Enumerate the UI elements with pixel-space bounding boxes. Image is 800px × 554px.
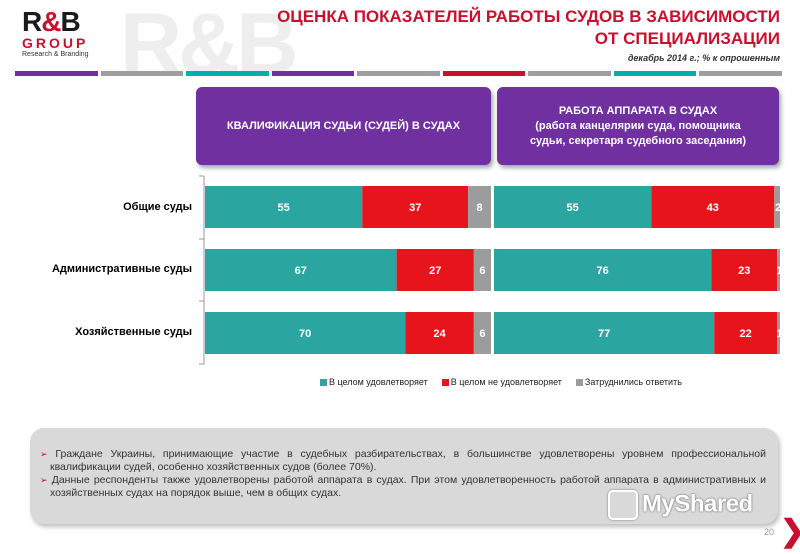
bar-segment <box>473 312 491 354</box>
bullet-arrow-icon: ➢ <box>40 449 48 459</box>
stripe-segment <box>357 71 440 76</box>
bar-segment <box>774 186 780 228</box>
panel-header-qualification-text: КВАЛИФИКАЦИЯ СУДЬИ (СУДЕЙ) В СУДАХ <box>226 120 461 132</box>
bar-value-label: 2 <box>775 202 781 214</box>
stripe-segment <box>699 71 782 76</box>
bar-value-label: 43 <box>707 202 719 214</box>
stripe-segment <box>100 71 184 76</box>
bar-value-label: 67 <box>295 265 307 277</box>
bar-segment <box>494 312 715 354</box>
bar-segment <box>651 186 775 228</box>
bar-segment <box>468 186 491 228</box>
chart-legend: В целом удовлетворяет В целом не удовлет… <box>320 377 682 387</box>
panel-header-staff-line1: РАБОТА АППАРАТА В СУДАХ <box>558 104 718 117</box>
bar-segment <box>473 249 491 291</box>
bar-value-label: 23 <box>738 265 750 277</box>
category-label: Общие суды <box>123 201 192 213</box>
myshared-watermark: MyShared <box>608 490 753 520</box>
bar-segment <box>494 186 652 228</box>
stripe-segment <box>186 71 269 76</box>
stripe-segment <box>271 71 355 76</box>
bar-value-label: 22 <box>740 328 752 340</box>
stripe-segment <box>613 71 697 76</box>
logo-wordmark: R&B <box>22 6 81 37</box>
legend-item-not-satisfied: В целом не удовлетворяет <box>441 377 562 387</box>
logo-group-text: GROUP <box>22 35 89 51</box>
legend-swatch-satisfied <box>320 378 327 386</box>
panel-header-qualification: КВАЛИФИКАЦИЯ СУДЬИ (СУДЕЙ) В СУДАХ <box>196 87 491 165</box>
stripe-segment <box>528 71 611 76</box>
next-chevron-icon[interactable]: ❯ <box>780 514 800 549</box>
bar-value-label: 70 <box>299 328 311 340</box>
category-label: Хозяйственные суды <box>75 326 192 338</box>
bar-value-label: 1 <box>777 265 783 277</box>
legend-swatch-unsure <box>575 378 583 386</box>
bullet-arrow-icon: ➢ <box>40 475 48 485</box>
panel-header-staff: РАБОТА АППАРАТА В СУДАХ (работа канцеляр… <box>497 87 779 165</box>
legend-item-unsure: Затруднились ответить <box>575 377 682 387</box>
legend-label-unsure: Затруднились ответить <box>584 377 682 387</box>
page-title: ОЦЕНКА ПОКАЗАТЕЛЕЙ РАБОТЫ СУДОВ В ЗАВИСИ… <box>220 6 780 50</box>
bar-segment <box>777 312 780 354</box>
panel-header-staff-line3: судьи, секретаря судебного заседания) <box>529 134 747 147</box>
bar-segment <box>405 312 474 354</box>
conclusions-box: ➢ Граждане Украины, принимающие участие … <box>30 428 778 524</box>
conclusion-item: ➢ Данные респонденты также удовлетворены… <box>40 474 766 500</box>
bar-value-label: 55 <box>567 202 579 214</box>
bar-segment <box>205 312 406 354</box>
bar-segment <box>205 249 397 291</box>
bar-value-label: 24 <box>433 328 446 340</box>
bar-segment <box>494 249 712 291</box>
legend-item-satisfied: В целом удовлетворяет <box>320 377 428 387</box>
legend-label-not-satisfied: В целом не удовлетворяет <box>450 377 562 387</box>
bar-value-label: 27 <box>429 265 441 277</box>
bar-value-label: 77 <box>598 328 610 340</box>
legend-swatch-not-satisfied <box>441 378 449 386</box>
bar-segment <box>777 249 780 291</box>
presentation-icon <box>608 490 638 520</box>
bar-segment <box>362 186 469 228</box>
bar-segment <box>205 186 363 228</box>
panel-header-staff-line2: (работа канцелярии суда, помощника <box>535 119 741 132</box>
bar-segment <box>396 249 474 291</box>
bar-value-label: 6 <box>479 265 485 277</box>
legend-label-satisfied: В целом удовлетворяет <box>329 377 428 387</box>
bar-segment <box>714 312 778 354</box>
page-subtitle: декабрь 2014 г.; % к опрошенным <box>627 53 780 63</box>
bar-value-label: 37 <box>409 202 421 214</box>
conclusion-text: Данные респонденты также удовлетворены р… <box>50 474 766 499</box>
myshared-text: MyShared <box>642 490 753 518</box>
page-number: 20 <box>764 527 775 537</box>
bar-value-label: 1 <box>777 328 783 340</box>
rb-group-logo: R&B GROUP Research & Branding <box>22 8 112 59</box>
category-label: Административные суды <box>51 263 192 275</box>
title-line-1: ОЦЕНКА ПОКАЗАТЕЛЕЙ РАБОТЫ СУДОВ В ЗАВИСИ… <box>277 7 780 26</box>
bar-value-label: 8 <box>476 202 482 214</box>
conclusion-text: Граждане Украины, принимающие участие в … <box>50 448 767 473</box>
stripe-segment <box>15 71 98 76</box>
bar-value-label: 6 <box>479 328 485 340</box>
bar-segment <box>711 249 778 291</box>
conclusion-item: ➢ Граждане Украины, принимающие участие … <box>40 448 766 474</box>
logo-tagline: Research & Branding <box>22 51 89 58</box>
bar-value-label: 55 <box>278 202 290 214</box>
stripe-segment <box>442 71 526 76</box>
bar-value-label: 76 <box>597 265 609 277</box>
title-line-2: ОТ СПЕЦИАЛИЗАЦИИ <box>594 29 780 48</box>
